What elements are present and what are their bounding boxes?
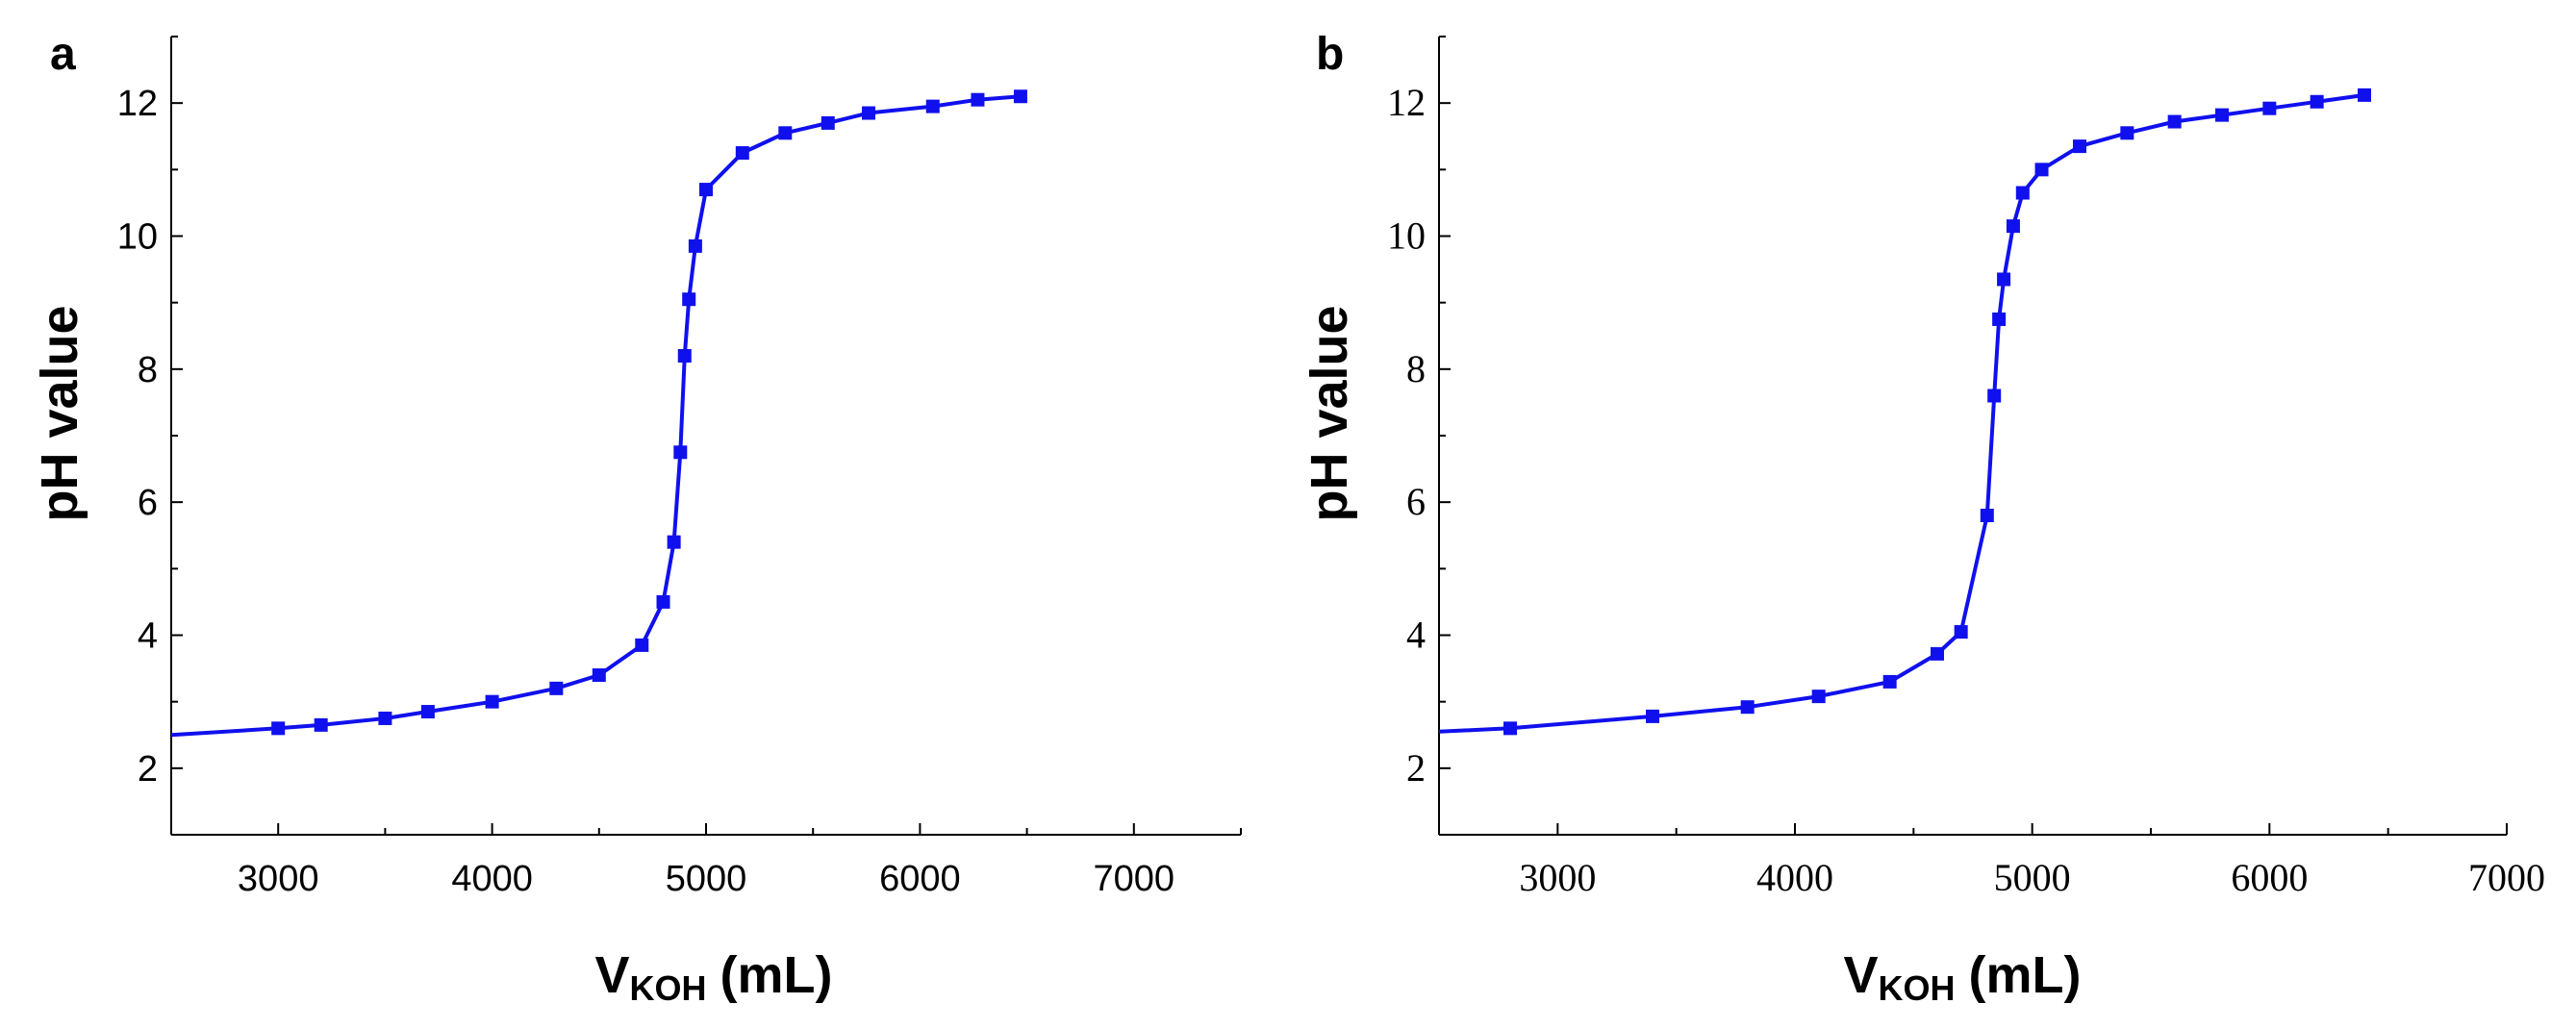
x-tick-label-a: 7000 xyxy=(1094,859,1175,899)
chart-panel-a: a pH value VKOH (mL) 2 4 6 8 10 12 3000 4000 5000… xyxy=(31,29,1242,1008)
x-tick-label-b: 5000 xyxy=(1994,856,2071,899)
data-point-b xyxy=(2310,94,2324,109)
y-tick-label-a: 2 xyxy=(138,749,158,790)
y-tick-label-b: 2 xyxy=(1406,746,1426,790)
x-tick-label-a: 4000 xyxy=(451,859,533,899)
data-point-a xyxy=(699,183,713,197)
data-point-a xyxy=(971,92,985,107)
data-point-a xyxy=(677,349,692,363)
data-point-b xyxy=(1931,646,1944,661)
data-point-b xyxy=(1740,700,1755,715)
data-point-a xyxy=(271,721,286,736)
y-axis-title-a: pH value xyxy=(31,305,88,521)
data-point-b xyxy=(2358,88,2371,102)
x-tick-label-b: 4000 xyxy=(1756,856,1833,899)
y-tick-label-a: 12 xyxy=(117,84,158,124)
data-point-a xyxy=(862,106,876,120)
data-point-b xyxy=(1811,690,1826,704)
data-point-a xyxy=(656,594,670,609)
x-axis-title-sub-a: KOH xyxy=(630,968,707,1008)
x-axis-title-b: VKOH (mL) xyxy=(1844,946,2082,1008)
y-tick-label-a: 6 xyxy=(138,483,158,523)
data-point-a xyxy=(1013,89,1027,104)
data-point-b xyxy=(1997,272,2011,287)
data-point-b xyxy=(2167,114,2182,129)
y-axis-title-b: pH value xyxy=(1301,305,1358,521)
data-point-a xyxy=(378,711,392,725)
x-axis-title-main-b: V xyxy=(1844,946,1879,1004)
data-point-a xyxy=(667,535,681,549)
x-tick-label-b: 3000 xyxy=(1519,856,1596,899)
x-tick-label-a: 5000 xyxy=(666,859,747,899)
data-point-a xyxy=(485,694,499,709)
x-tick-label-b: 6000 xyxy=(2231,856,2308,899)
data-point-a xyxy=(673,445,688,460)
data-point-b xyxy=(1980,509,1994,522)
series-line-b xyxy=(1438,92,2365,734)
data-point-a xyxy=(688,238,702,253)
chart-panel-b: b pH value VKOH (mL) 2 4 6 8 10 12 3000 4000 5000… xyxy=(1301,29,2545,1008)
data-point-b xyxy=(1503,721,1517,736)
x-tick-label-a: 6000 xyxy=(879,859,961,899)
panel-label-b: b xyxy=(1316,29,1344,80)
data-point-b xyxy=(1646,709,1659,723)
data-point-a xyxy=(925,99,940,113)
x-tick-label-b: 7000 xyxy=(2468,856,2545,899)
data-point-a xyxy=(635,638,649,652)
data-point-a xyxy=(735,146,749,161)
x-axis-title-a: VKOH (mL) xyxy=(595,946,833,1008)
data-point-a xyxy=(592,668,606,682)
data-point-a xyxy=(682,292,696,307)
data-point-b xyxy=(2015,186,2030,200)
data-point-b xyxy=(2120,126,2134,140)
data-point-a xyxy=(549,681,564,695)
series-line-a xyxy=(170,94,1022,738)
data-point-b xyxy=(1992,312,2007,326)
y-tick-label-b: 8 xyxy=(1406,347,1426,390)
data-point-a xyxy=(821,115,835,130)
x-axis-title-main-a: V xyxy=(595,946,630,1004)
data-point-b xyxy=(2262,101,2277,115)
y-tick-label-b: 12 xyxy=(1387,81,1426,124)
data-point-b xyxy=(2073,139,2086,154)
y-tick-label-a: 10 xyxy=(117,217,158,258)
data-point-b xyxy=(2034,163,2049,177)
data-point-a xyxy=(314,717,328,732)
data-point-b xyxy=(1954,625,1968,640)
y-tick-label-a: 4 xyxy=(138,616,158,657)
data-point-b xyxy=(2006,219,2020,234)
x-axis-title-sub-b: KOH xyxy=(1879,968,1956,1008)
data-point-b xyxy=(1987,389,2002,403)
x-axis-title-unit-a: (mL) xyxy=(720,946,833,1004)
data-point-b xyxy=(1882,674,1897,689)
panel-label-a: a xyxy=(50,29,76,80)
data-point-a xyxy=(778,126,793,140)
y-tick-label-a: 8 xyxy=(138,350,158,390)
y-tick-label-b: 6 xyxy=(1406,480,1426,523)
data-point-b xyxy=(2215,108,2229,122)
x-axis-title-unit-b: (mL) xyxy=(1969,946,2082,1004)
data-point-a xyxy=(420,705,435,719)
x-tick-label-a: 3000 xyxy=(238,859,319,899)
y-tick-label-b: 10 xyxy=(1387,214,1426,258)
y-tick-label-b: 4 xyxy=(1406,614,1426,657)
